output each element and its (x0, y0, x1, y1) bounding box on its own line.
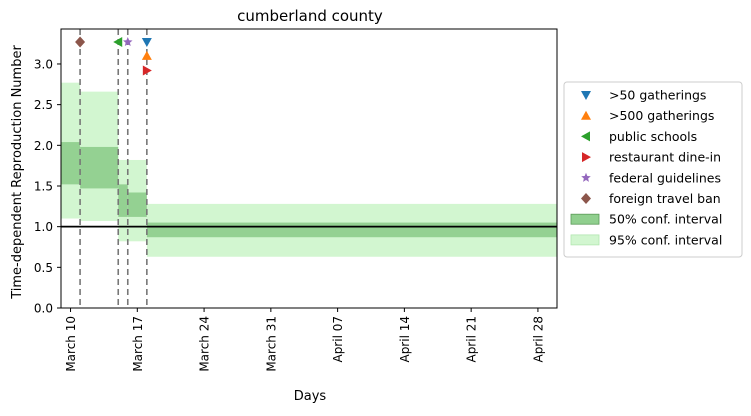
intervention-marker-triangle-down (141, 38, 152, 48)
y-tick-label: 0.5 (34, 261, 53, 275)
y-tick-label: 2.0 (34, 139, 53, 153)
legend-label: 50% conf. interval (609, 212, 722, 227)
intervention-lines (79, 29, 148, 308)
legend: >50 gatherings >500 gatherings public scho… (563, 81, 743, 258)
x-tick-label: March 31 (264, 316, 278, 372)
ci50-band-3 (127, 192, 147, 217)
legend-marker-triangle-left (581, 131, 590, 142)
legend-label: >500 gatherings (609, 108, 714, 123)
x-tick-label: March 24 (198, 316, 212, 372)
ci50-band-2 (118, 184, 128, 217)
legend-marker-star (581, 172, 591, 182)
legend-label: foreign travel ban (609, 191, 721, 206)
legend-label: >50 gatherings (609, 88, 706, 103)
legend-label: federal guidelines (609, 170, 721, 185)
ci-bands (61, 82, 557, 257)
intervention-marker-triangle-up (141, 50, 152, 60)
legend-marker-triangle-up (581, 110, 591, 120)
legend-marker-diamond (581, 193, 591, 204)
y-tick-label: 1.5 (34, 179, 53, 193)
x-tick-label: March 10 (64, 316, 78, 372)
legend-marker-triangle-down (581, 91, 591, 100)
ci50-band-1 (80, 146, 119, 189)
intervention-marker-triangle-right (142, 65, 152, 76)
x-tick-label: April 28 (531, 316, 545, 363)
x-tick-label: April 14 (398, 316, 412, 363)
y-tick-label: 3.0 (34, 57, 53, 71)
legend-patch (570, 234, 600, 246)
chart-title: cumberland county (237, 7, 383, 25)
intervention-marker-triangle-left (113, 37, 123, 48)
legend-marker-triangle-right (582, 152, 591, 163)
y-tick-label: 0.0 (34, 302, 53, 316)
ci50-band-4 (146, 222, 557, 238)
legend-label: restaurant dine-in (609, 150, 721, 165)
y-tick-label: 1.0 (34, 220, 53, 234)
plot-frame (60, 28, 558, 309)
intervention-marker-diamond (75, 36, 86, 48)
y-tick-label: 2.5 (34, 98, 53, 112)
x-axis-label: Days (294, 389, 327, 404)
x-tick-label: April 07 (331, 316, 345, 363)
legend-label: 95% conf. interval (609, 232, 722, 247)
intervention-marker-star (123, 37, 133, 47)
legend-patch (570, 213, 600, 225)
y-axis-label: Time-dependent Reproduction Number (10, 45, 25, 300)
x-tick-label: March 17 (131, 316, 145, 372)
y-axis: 0.0 0.5 1.0 1.5 2.0 2.5 3.0 (34, 57, 61, 316)
legend-label: public schools (609, 129, 697, 144)
intervention-markers (75, 36, 152, 76)
ci50-band-0 (61, 142, 81, 185)
x-tick-label: April 21 (465, 316, 479, 363)
x-axis: March 10 March 17 March 24 March 31 April 07… (64, 308, 545, 372)
legend-box (563, 81, 743, 258)
